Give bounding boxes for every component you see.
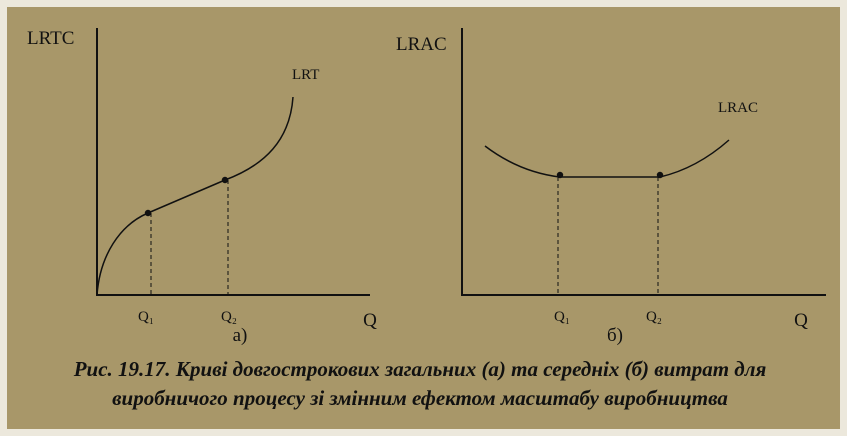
panel-letter: б) xyxy=(607,325,623,346)
q1-label: Q₁ xyxy=(554,309,570,325)
q1-label: Q₁ xyxy=(138,309,154,325)
panel-letter: а) xyxy=(233,325,248,346)
caption-line: виробничого процесу зі змінним ефектом м… xyxy=(112,386,728,410)
y-axis-label: LRTC xyxy=(27,28,74,49)
q2-label: Q₂ xyxy=(221,309,237,325)
y-axis-label: LRAC xyxy=(396,34,447,55)
panel-b: LRAC LRAC Q₁ Q₂ б) Q xyxy=(396,28,826,346)
point xyxy=(221,176,229,184)
axes xyxy=(461,28,826,296)
point xyxy=(144,209,152,217)
point xyxy=(656,171,664,179)
curve-label: LRT xyxy=(292,67,319,83)
panel-a: LRTC LRT Q₁ Q₂ а) Q xyxy=(27,28,377,346)
point xyxy=(556,171,564,179)
curve-label: LRAC xyxy=(718,100,758,116)
dashed-guides xyxy=(557,177,659,295)
caption-line: Рис. 19.17. Криві довгострокових загальн… xyxy=(73,357,767,381)
x-axis-label: Q xyxy=(794,310,808,331)
x-axis-label: Q xyxy=(363,310,377,331)
dashed-guides xyxy=(150,180,229,295)
background xyxy=(7,7,840,429)
q2-label: Q₂ xyxy=(646,309,662,325)
